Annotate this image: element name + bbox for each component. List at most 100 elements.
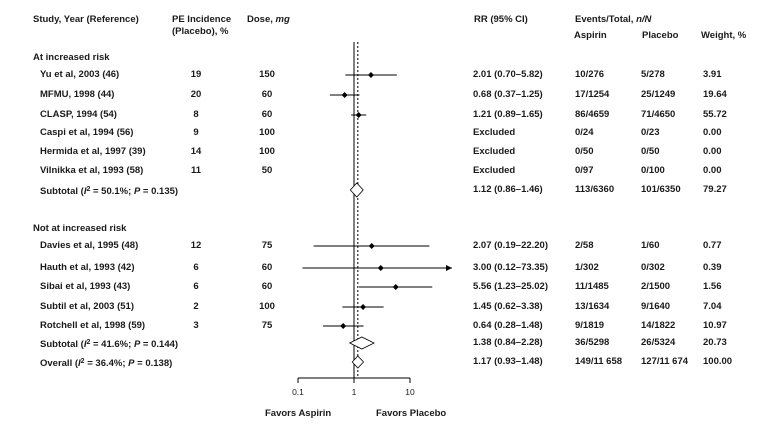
study-row-g1-1-pe: 19	[190, 69, 202, 80]
group-title-not-increased-risk: Not at increased risk	[33, 223, 127, 234]
study-row-g2-4-rr: 1.45 (0.62–3.38)	[473, 301, 543, 312]
study-row-g1-4-weight: 0.00	[703, 127, 722, 138]
study-row-g1-2-dose: 60	[261, 89, 273, 100]
study-row-g2-2-aspirin: 1/302	[575, 262, 599, 273]
study-row-g2-2-point	[377, 265, 384, 271]
study-row-g2-5-pe: 3	[193, 320, 199, 331]
overall-rr: 1.17 (0.93–1.48)	[473, 356, 543, 367]
study-row-g2-2-rr: 3.00 (0.12–73.35)	[473, 262, 549, 273]
subtotal-g1-placebo: 101/6350	[641, 184, 681, 195]
study-row-g1-5-weight: 0.00	[703, 146, 722, 157]
study-row-g2-3-point	[392, 284, 399, 290]
study-row-g1-2-placebo: 25/1249	[641, 89, 676, 100]
study-row-g1-1-name: Yu et al, 2003 (46)	[40, 69, 120, 80]
overall-aspirin: 149/11 658	[575, 356, 623, 367]
overall-label: Overall (I2 = 36.4%; P = 0.138)	[40, 358, 173, 369]
study-row-g1-1-dose: 150	[259, 69, 275, 80]
study-row-g1-3-name: CLASP, 1994 (54)	[40, 109, 117, 120]
study-row-g1-4-name: Caspi et al, 1994 (56)	[40, 127, 134, 138]
study-row-g2-5-name: Rotchell et al, 1998 (59)	[40, 320, 146, 331]
study-row-g2-5-point	[340, 323, 347, 329]
study-row-g2-2-placebo: 0/302	[641, 262, 665, 273]
study-row-g2-4-placebo: 9/1640	[641, 301, 671, 312]
favors-aspirin-label: Favors Aspirin	[265, 408, 332, 419]
study-row-g2-4-weight: 7.04	[703, 301, 722, 312]
study-row-g1-5-placebo: 0/50	[641, 146, 660, 157]
study-row-g2-5-aspirin: 9/1819	[575, 320, 605, 331]
study-row-g2-1-point	[368, 243, 375, 249]
subtotal-g2-aspirin: 36/5298	[575, 337, 610, 348]
study-row-g2-1-aspirin: 2/58	[575, 240, 594, 251]
study-row-g2-1-placebo: 1/60	[641, 240, 660, 251]
header-dose-label: Dose,	[247, 14, 276, 25]
subtotal-g1-weight: 79.27	[703, 184, 727, 195]
study-row-g1-3-aspirin: 86/4659	[575, 109, 610, 120]
study-row-g1-5-name: Hermida et al, 1997 (39)	[40, 146, 146, 157]
subtotal-g1-rr: 1.12 (0.86–1.46)	[473, 184, 543, 195]
study-row-g2-2-ci-arrow	[446, 265, 452, 271]
x-tick-label: 0.1	[292, 387, 304, 397]
study-row-g2-5-dose: 75	[261, 320, 273, 331]
study-row-g1-6-name: Vilnikka et al, 1993 (58)	[40, 165, 144, 176]
subtotal-g2-label: Subtotal (I2 = 41.6%; P = 0.144)	[40, 339, 179, 350]
study-row-g1-3-pe: 8	[193, 109, 199, 120]
study-row-g1-4-dose: 100	[259, 127, 275, 138]
study-row-g1-5-aspirin: 0/50	[575, 146, 594, 157]
header-weight: Weight, %	[701, 30, 747, 41]
header-placebo: Placebo	[642, 30, 679, 41]
study-row-g1-3-point	[355, 112, 362, 118]
overall-placebo: 127/11 674	[641, 356, 689, 367]
study-row-g1-2-weight: 19.64	[703, 89, 727, 100]
header-events: Events/Total, n/N	[575, 14, 651, 25]
study-row-g1-5-pe: 14	[190, 146, 202, 157]
subtotal-g2-rr: 1.38 (0.84–2.28)	[473, 337, 543, 348]
header-rr: RR (95% CI)	[474, 14, 528, 25]
study-row-g2-3-aspirin: 11/1485	[575, 281, 609, 292]
header-pe-incidence: PE Incidence	[172, 14, 232, 25]
header-aspirin: Aspirin	[574, 30, 607, 41]
x-tick-label: 1	[352, 387, 357, 397]
study-row-g1-3-placebo: 71/4650	[641, 109, 676, 120]
study-row-g2-2-name: Hauth et al, 1993 (42)	[40, 262, 135, 273]
study-row-g2-3-rr: 5.56 (1.23–25.02)	[473, 281, 549, 292]
study-row-g1-6-aspirin: 0/97	[575, 165, 594, 176]
study-row-g2-5-placebo: 14/1822	[641, 320, 676, 331]
study-row-g1-2-point	[341, 92, 348, 98]
study-row-g2-1-name: Davies et al, 1995 (48)	[40, 240, 139, 251]
header-events-label: Events/Total,	[575, 14, 637, 25]
study-row-g1-2-name: MFMU, 1998 (44)	[40, 89, 115, 100]
study-row-g2-5-rr: 0.64 (0.28–1.48)	[473, 320, 543, 331]
study-row-g2-2-weight: 0.39	[703, 262, 722, 273]
study-row-g1-4-pe: 9	[193, 127, 199, 138]
study-row-g2-2-dose: 60	[261, 262, 273, 273]
subtotal-g2-placebo: 26/5324	[641, 337, 676, 348]
study-row-g1-1-point	[367, 72, 374, 78]
group-title-increased-risk: At increased risk	[33, 52, 110, 63]
study-row-g2-4-aspirin: 13/1634	[575, 301, 610, 312]
study-row-g1-2-aspirin: 17/1254	[575, 89, 610, 100]
header-study: Study, Year (Reference)	[33, 14, 139, 25]
study-row-g1-1-placebo: 5/278	[641, 69, 665, 80]
study-row-g1-6-placebo: 0/100	[641, 165, 665, 176]
study-row-g2-3-weight: 1.56	[703, 281, 722, 292]
subtotal-g2-weight: 20.73	[703, 337, 727, 348]
study-row-g2-3-dose: 60	[261, 281, 273, 292]
subtotal-g1-label: Subtotal (I2 = 50.1%; P = 0.135)	[40, 186, 179, 197]
study-row-g2-4-point	[360, 304, 367, 310]
study-row-g1-6-weight: 0.00	[703, 165, 722, 176]
header-events-unit: n/N	[636, 14, 652, 25]
study-row-g2-3-placebo: 2/1500	[641, 281, 671, 292]
header-dose: Dose, mg	[247, 14, 290, 25]
study-row-g1-2-rr: 0.68 (0.37–1.25)	[473, 89, 543, 100]
study-row-g1-6-rr: Excluded	[473, 165, 516, 176]
study-row-g1-5-rr: Excluded	[473, 146, 516, 157]
study-row-g1-2-pe: 20	[190, 89, 202, 100]
study-row-g2-5-weight: 10.97	[703, 320, 727, 331]
study-row-g2-2-pe: 6	[193, 262, 199, 273]
study-row-g2-1-pe: 12	[190, 240, 202, 251]
subtotal-g1-diamond	[349, 182, 364, 198]
overall-diamond	[351, 355, 365, 369]
study-row-g1-6-pe: 11	[190, 165, 202, 176]
study-row-g2-3-pe: 6	[193, 281, 199, 292]
